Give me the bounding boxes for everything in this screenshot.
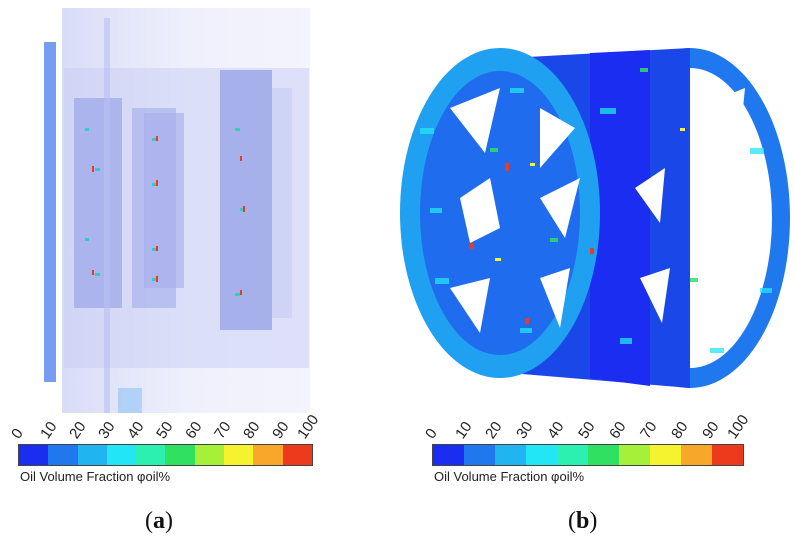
oil-distribution-side-view-image	[44, 8, 310, 413]
panel-b: 0 10 20 30 40 50 60 70 80 90 100 Oil Vol…	[360, 0, 795, 549]
colorbar-tick: 40	[544, 418, 568, 442]
colorbar-b-ticks: 0 10 20 30 40 50 60 70 80 90 100	[422, 412, 752, 442]
colorbar-swatch	[19, 445, 49, 465]
colorbar-swatch	[165, 445, 195, 465]
colorbar-swatch	[433, 445, 464, 465]
colorbar-swatch	[48, 445, 78, 465]
colorbar-tick: 60	[182, 418, 206, 442]
colorbar-tick: 100	[724, 411, 753, 442]
colorbar-a-ticks: 0 10 20 30 40 50 60 70 80 90 100	[8, 412, 322, 442]
colorbar-swatch	[253, 445, 283, 465]
colorbar-tick: 10	[452, 418, 476, 442]
colorbar-swatch	[495, 445, 526, 465]
colorbar-a-label: Oil Volume Fraction φoil%	[20, 469, 171, 484]
colorbar-tick: 90	[269, 418, 293, 442]
colorbar-tick: 100	[294, 411, 323, 442]
colorbar-swatch	[106, 445, 137, 465]
colorbar-tick: 50	[153, 418, 177, 442]
colorbar-swatch	[619, 445, 650, 465]
colorbar-tick: 40	[124, 418, 148, 442]
colorbar-swatch	[136, 445, 166, 465]
colorbar-swatch	[712, 445, 743, 465]
colorbar-swatch	[681, 445, 712, 465]
colorbar-tick: 20	[482, 418, 506, 442]
colorbar-swatch	[224, 445, 254, 465]
colorbar-a	[18, 444, 313, 466]
colorbar-swatch	[557, 445, 588, 465]
colorbar-tick: 70	[637, 418, 661, 442]
colorbar-tick: 80	[240, 418, 264, 442]
colorbar-tick: 0	[8, 425, 27, 442]
caption-b: (b)	[568, 508, 598, 534]
colorbar-swatch	[77, 445, 107, 465]
colorbar-tick: 60	[606, 418, 630, 442]
colorbar-tick: 10	[37, 418, 61, 442]
panel-a: 0 10 20 30 40 50 60 70 80 90 100 Oil Vol…	[0, 0, 330, 549]
colorbar-swatch	[526, 445, 557, 465]
colorbar-tick: 20	[66, 418, 90, 442]
colorbar-tick: 30	[95, 418, 119, 442]
colorbar-tick: 80	[668, 418, 692, 442]
oil-distribution-gear-3d-image	[400, 48, 790, 388]
caption-a: (a)	[145, 508, 173, 534]
colorbar-swatch	[282, 445, 312, 465]
colorbar-tick: 30	[513, 418, 537, 442]
colorbar-swatch	[194, 445, 225, 465]
colorbar-b-label: Oil Volume Fraction φoil%	[434, 469, 585, 484]
colorbar-swatch	[588, 445, 619, 465]
colorbar-swatch	[650, 445, 681, 465]
colorbar-tick: 90	[699, 418, 723, 442]
colorbar-tick: 0	[422, 425, 441, 442]
colorbar-tick: 50	[575, 418, 599, 442]
colorbar-swatch	[464, 445, 495, 465]
colorbar-b	[432, 444, 744, 466]
colorbar-tick: 70	[211, 418, 235, 442]
